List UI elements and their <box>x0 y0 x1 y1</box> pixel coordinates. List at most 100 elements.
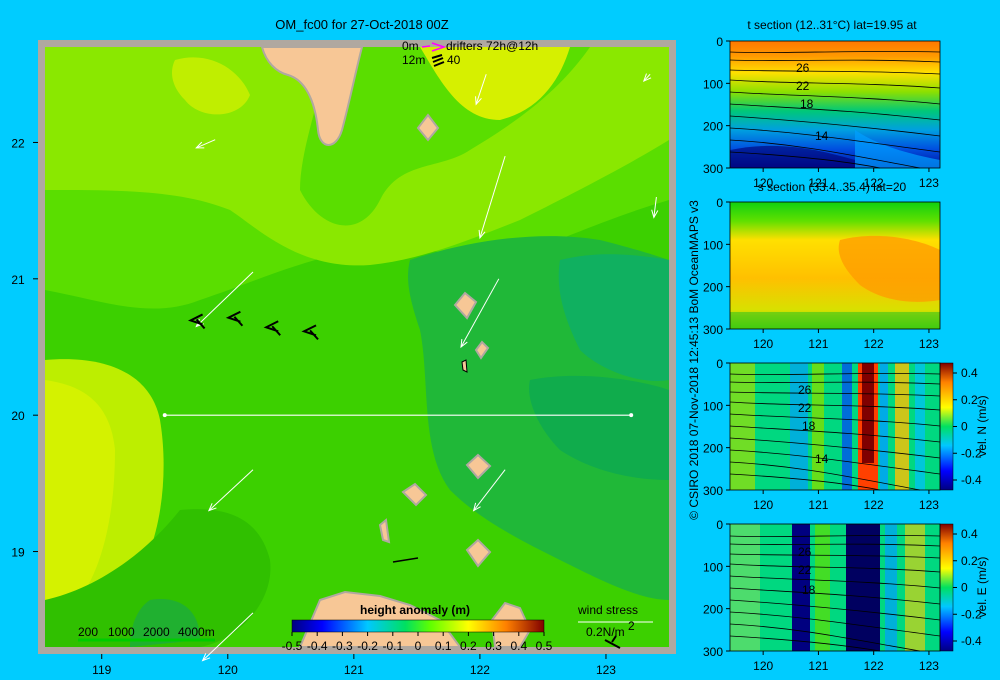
t-section-panel: 26 22 18 14 <box>729 41 941 169</box>
vel-colorbar-tick-label: 0.2 <box>961 554 978 568</box>
drifters-top-text: drifters 72h@12h <box>446 39 538 53</box>
section-y-tick-label: 100 <box>703 560 723 574</box>
t-contour-26: 26 <box>796 61 810 75</box>
height-anomaly-field <box>45 47 669 647</box>
current-arrow <box>478 155 506 240</box>
section-frame <box>729 523 941 652</box>
vel-n-panel: 26 22 18 14 <box>729 362 954 491</box>
current-arrow <box>195 139 216 149</box>
height-colorbar-tick-label: -0.4 <box>307 639 328 653</box>
height-colorbar: height anomaly (m) -0.5 -0.4 -0.3 -0.2 -0.1 0… <box>282 603 553 653</box>
current-arrow <box>472 469 506 512</box>
map-x-tick-label: 123 <box>596 663 616 677</box>
section-x-tick-label: 121 <box>808 659 828 673</box>
height-colorbar-tick-label: 0.5 <box>536 639 553 653</box>
section-y-tick-label: 0 <box>716 518 723 532</box>
wind-stress-unit: 0.2N/m <box>586 625 625 639</box>
section-x-tick-label: 120 <box>753 498 773 512</box>
section-frame <box>729 201 941 330</box>
depth-200: 200 <box>78 625 98 639</box>
section-x-tick-label: 120 <box>753 659 773 673</box>
map-title: OM_fc00 for 27-Oct-2018 00Z <box>275 17 448 32</box>
height-colorbar-tick-label: 0 <box>415 639 422 653</box>
s-section-panel <box>730 202 940 329</box>
map-x-tick-label: 120 <box>218 663 238 677</box>
wind-barb <box>225 310 244 327</box>
section-x-tick-label: 122 <box>864 176 884 190</box>
section-y-tick-label: 0 <box>716 35 723 49</box>
section-x-tick-label: 120 <box>753 176 773 190</box>
vel-colorbar-tick-label: 0.4 <box>961 527 978 541</box>
wind-barb <box>187 313 206 330</box>
vel-n-axes: 120 121 122 123 0 100 200 300 0.4 0.2 0 -0.2 -0.4 <box>703 357 982 512</box>
t-contour-14: 14 <box>815 129 829 143</box>
section-x-tick-label: 121 <box>808 176 828 190</box>
height-colorbar-tick-label: 0.4 <box>510 639 527 653</box>
height-colorbar-tick-label: 0.2 <box>460 639 477 653</box>
height-colorbar-title: height anomaly (m) <box>360 603 470 617</box>
ve-contour-22: 22 <box>798 563 812 577</box>
current-arrow <box>201 612 254 662</box>
wind-barbs <box>187 310 319 341</box>
map-y-tick-label: 19 <box>11 546 25 560</box>
depth-1000: 1000 <box>108 625 135 639</box>
section-y-tick-label: 100 <box>703 238 723 252</box>
wind-barb <box>263 320 281 336</box>
t-section-axes: 120 121 122 123 0 100 200 300 <box>703 35 941 190</box>
section-y-tick-label: 0 <box>716 196 723 210</box>
vn-contour-26: 26 <box>798 383 812 397</box>
section-y-tick-label: 200 <box>703 442 723 456</box>
section-y-tick-label: 300 <box>703 162 723 176</box>
vel-e-panel: 26 22 18 <box>729 523 954 652</box>
section-y-tick-label: 300 <box>703 484 723 498</box>
height-colorbar-tick-label: -0.1 <box>382 639 403 653</box>
vel-n-label: vel. N (m/s) <box>975 395 989 456</box>
wind-barb <box>301 324 319 341</box>
vn-contour-18: 18 <box>802 419 816 433</box>
section-x-tick-label: 120 <box>753 337 773 351</box>
s-section-axes: 120 121 122 123 0 100 200 300 <box>703 196 941 351</box>
section-x-tick-label: 122 <box>864 337 884 351</box>
credit-text: © CSIRO 2018 07-Nov-2018 12:45:13 BoM Oc… <box>687 200 701 520</box>
wind-stress-legend: wind stress 0.2N/m 2 <box>577 603 653 649</box>
vel-colorbar-tick-label: 0 <box>961 581 968 595</box>
height-colorbar-tick-label: 0.3 <box>485 639 502 653</box>
vel-colorbar-tick-label: -0.2 <box>961 607 982 621</box>
section-x-tick-label: 123 <box>919 498 939 512</box>
depth-4000: 4000m <box>178 625 215 639</box>
section-y-tick-label: 0 <box>716 357 723 371</box>
section-line <box>162 413 634 418</box>
vel-e-label: vel. E (m/s) <box>975 557 989 618</box>
section-y-tick-label: 300 <box>703 645 723 659</box>
height-colorbar-tick-label: 0.1 <box>435 639 452 653</box>
vn-contour-14: 14 <box>815 452 829 466</box>
vel-e-axes: 120 121 122 123 0 100 200 300 0.4 0.2 0 -0.2 -0.4 <box>703 518 982 673</box>
section-x-tick-label: 122 <box>864 659 884 673</box>
t-contour-18: 18 <box>800 97 814 111</box>
drifters-bottom-text: 40 <box>447 53 461 67</box>
map-x-tick-label: 121 <box>344 663 364 677</box>
section-y-tick-label: 200 <box>703 603 723 617</box>
depth-legend: 200 1000 2000 4000m <box>78 625 215 642</box>
section-x-tick-label: 121 <box>808 337 828 351</box>
drifters-top-label: 0m <box>402 39 419 53</box>
drifters-bottom-label: 12m <box>402 53 425 67</box>
current-arrow <box>642 73 652 83</box>
depth-2000: 2000 <box>143 625 170 639</box>
t-contour-22: 22 <box>796 79 810 93</box>
current-arrow <box>207 469 254 512</box>
height-colorbar-tick-label: -0.5 <box>282 639 303 653</box>
map-x-tick-label: 119 <box>92 663 111 677</box>
vel-colorbar-tick-label: 0 <box>961 420 968 434</box>
map-y-tick-label: 20 <box>11 409 25 423</box>
current-arrow <box>651 196 659 219</box>
section-frame <box>729 362 941 491</box>
section-x-tick-label: 123 <box>919 659 939 673</box>
section-x-tick-label: 123 <box>919 176 939 190</box>
ve-contour-18: 18 <box>802 583 816 597</box>
map-x-ticks: 119 120 121 122 123 <box>92 654 616 677</box>
s-section-title: s section (33.4..35.4) lat=20 <box>758 180 907 194</box>
current-arrow <box>475 74 487 106</box>
section-y-tick-label: 200 <box>703 120 723 134</box>
